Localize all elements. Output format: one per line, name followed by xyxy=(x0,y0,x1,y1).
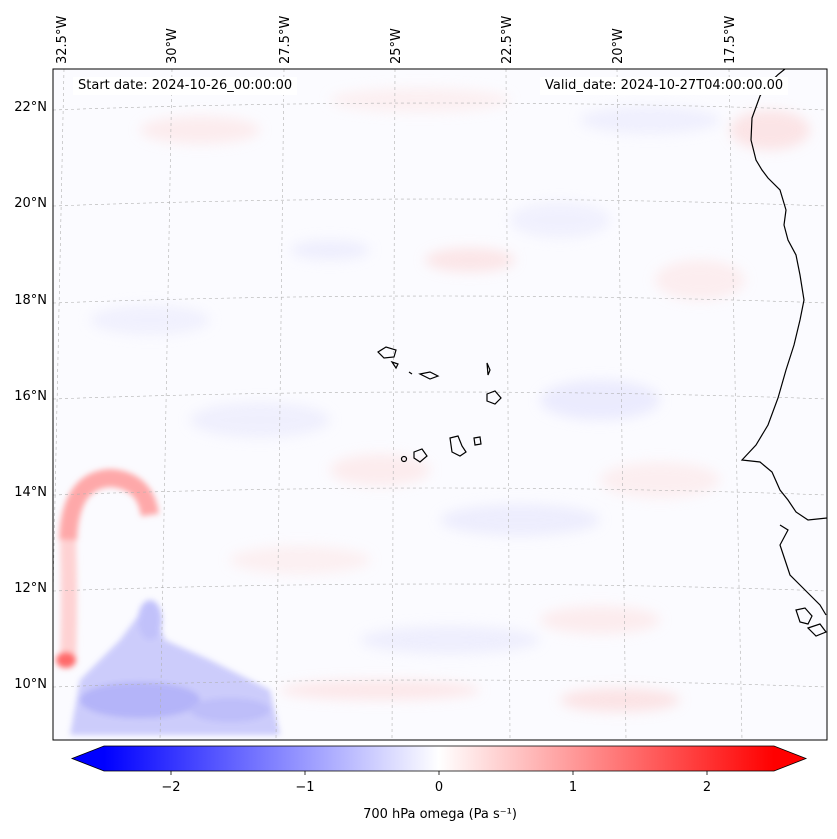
latitude-labels: 22°N 20°N 18°N 16°N 14°N 12°N 10°N xyxy=(14,100,47,692)
lon-label: 22.5°W xyxy=(500,16,515,64)
colorbar-label: 700 hPa omega (Pa s⁻¹) xyxy=(363,807,517,822)
colorbar-tick: 2 xyxy=(703,780,711,795)
lon-label: 27.5°W xyxy=(278,16,293,64)
colorbar-tick: 1 xyxy=(569,780,577,795)
gridlines xyxy=(53,69,827,740)
longitude-labels: 32.5°W 30°W 27.5°W 25°W 22.5°W 20°W 17.5… xyxy=(55,16,738,64)
lat-label: 14°N xyxy=(14,485,47,500)
lon-label: 30°W xyxy=(165,28,180,64)
colorbar-tick: −1 xyxy=(295,780,314,795)
map-frame xyxy=(52,68,828,741)
lon-label: 17.5°W xyxy=(723,16,738,64)
colorbar-tick: 0 xyxy=(435,780,443,795)
lon-label: 32.5°W xyxy=(55,16,70,64)
lon-label: 20°W xyxy=(611,28,626,64)
colorbar: −2 −1 0 1 2 xyxy=(70,745,808,795)
lon-label: 25°W xyxy=(389,28,404,64)
colorbar-max-extend xyxy=(774,746,806,771)
lat-label: 22°N xyxy=(14,100,47,115)
lat-label: 10°N xyxy=(14,677,47,692)
lat-label: 18°N xyxy=(14,293,47,308)
lat-label: 12°N xyxy=(14,581,47,596)
valid-date-label: Valid_date: 2024-10-27T04:00:00.00 xyxy=(540,77,789,95)
colorbar-tick: −2 xyxy=(161,780,180,795)
cape-verde-islands xyxy=(377,346,502,463)
start-date-label: Start date: 2024-10-26_00:00:00 xyxy=(73,77,298,95)
lat-label: 16°N xyxy=(14,389,47,404)
omega-field xyxy=(56,88,810,735)
lat-label: 20°N xyxy=(14,196,47,211)
colorbar-min-extend xyxy=(72,746,104,771)
